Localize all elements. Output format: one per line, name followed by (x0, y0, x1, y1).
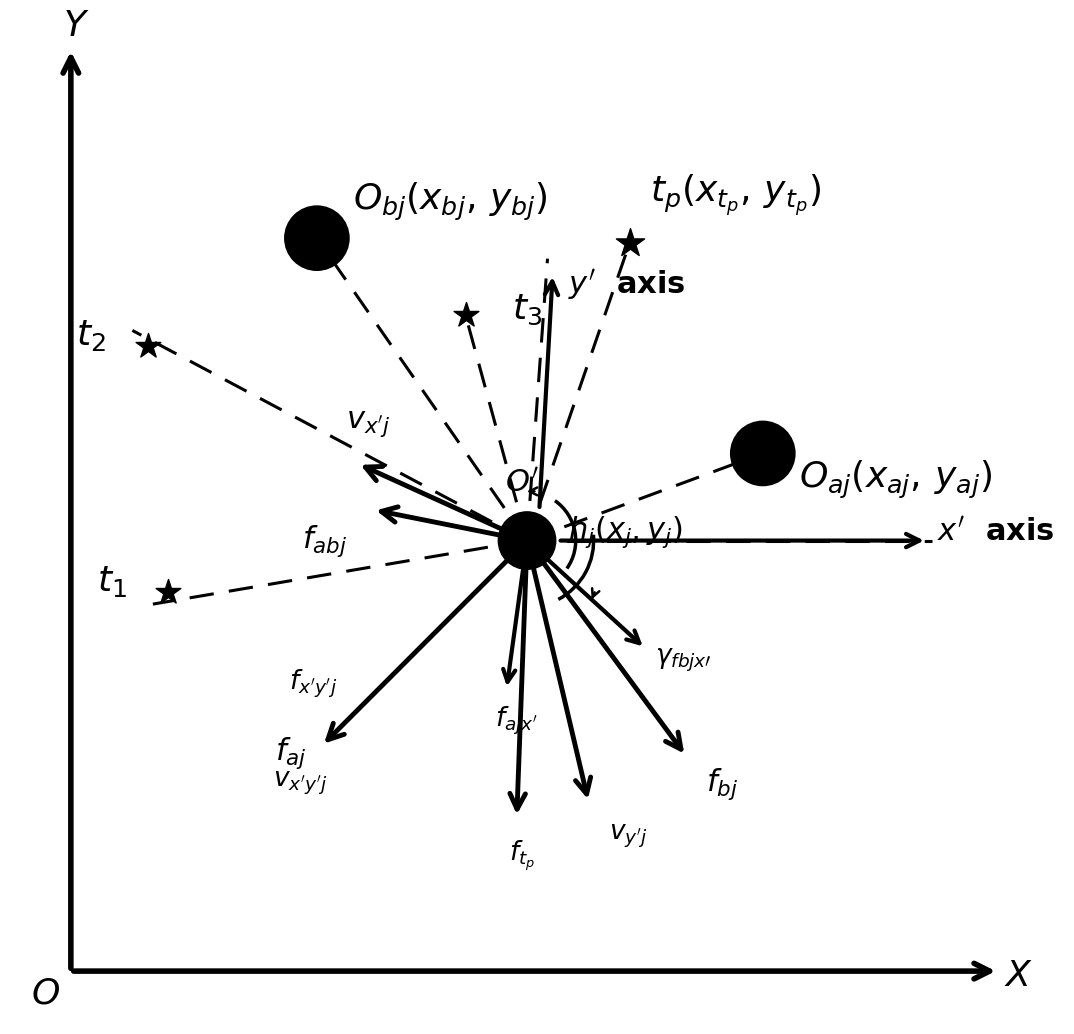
Text: $\mathit{O}_{bj}\left(\mathit{x}_{bj},\,\mathit{y}_{bj}\right)$: $\mathit{O}_{bj}\left(\mathit{x}_{bj},\,… (352, 181, 548, 222)
Circle shape (286, 208, 348, 269)
Text: $\mathit{v}_{y'j}$: $\mathit{v}_{y'j}$ (609, 822, 648, 850)
Text: $x'$  axis: $x'$ axis (937, 518, 1055, 547)
Text: $\mathit{v}_{x'j}$: $\mathit{v}_{x'j}$ (346, 409, 390, 438)
Text: $X$: $X$ (1004, 960, 1032, 994)
Text: $\mathit{h}_j\left(\mathit{x}_j,\mathit{y}_j\right)$: $\mathit{h}_j\left(\mathit{x}_j,\mathit{… (568, 515, 683, 550)
Text: $O$: $O$ (31, 977, 60, 1010)
Circle shape (498, 512, 555, 570)
Text: $\mathit{O}_{aj}\left(\mathit{x}_{aj},\,\mathit{y}_{aj}\right)$: $\mathit{O}_{aj}\left(\mathit{x}_{aj},\,… (799, 458, 991, 500)
Text: $\mathit{t}_3$: $\mathit{t}_3$ (511, 293, 541, 327)
Text: $y'$  axis: $y'$ axis (568, 267, 685, 302)
Text: $O'$: $O'$ (505, 468, 539, 497)
Text: $\mathit{\gamma}_{fbjx\prime}$: $\mathit{\gamma}_{fbjx\prime}$ (655, 647, 712, 674)
Text: $\mathit{t}_p\left(\mathit{x}_{t_p},\,\mathit{y}_{t_p}\right)$: $\mathit{t}_p\left(\mathit{x}_{t_p},\,\m… (650, 172, 822, 218)
Circle shape (732, 423, 794, 484)
Point (160, 583, 177, 600)
Point (456, 307, 474, 324)
Point (140, 337, 157, 354)
Text: $\mathit{f}_{x'y'j}$: $\mathit{f}_{x'y'j}$ (289, 667, 337, 700)
Text: $\mathit{v}_{x'y'j}$: $\mathit{v}_{x'y'j}$ (273, 769, 328, 797)
Text: $\mathit{f}_{ajx'}$: $\mathit{f}_{ajx'}$ (495, 704, 538, 737)
Text: $\mathit{t}_1$: $\mathit{t}_1$ (97, 565, 127, 599)
Point (621, 235, 638, 251)
Text: $\mathit{f}_{bj}$: $\mathit{f}_{bj}$ (707, 766, 739, 802)
Text: $\mathit{f}_{aj}$: $\mathit{f}_{aj}$ (275, 735, 307, 771)
Text: $\mathit{f}_{t_p}$: $\mathit{f}_{t_p}$ (509, 838, 535, 873)
Text: $Y$: $Y$ (62, 9, 89, 43)
Wedge shape (286, 238, 348, 269)
Text: $\mathit{t}_2$: $\mathit{t}_2$ (76, 318, 106, 353)
Wedge shape (732, 454, 794, 484)
Text: $\mathit{f}_{abj}$: $\mathit{f}_{abj}$ (303, 522, 348, 558)
